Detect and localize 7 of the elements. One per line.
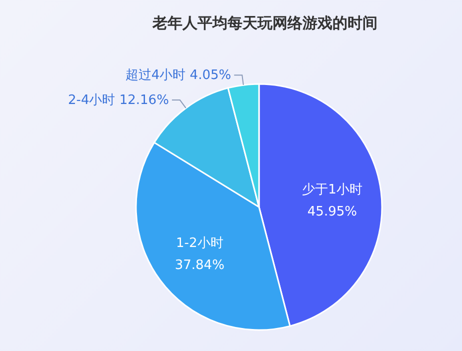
data-label: 37.84%: [174, 258, 224, 273]
slice-label: 1-2小时: [176, 236, 224, 251]
chart-title: 老年人平均每天玩网络游戏的时间: [152, 14, 378, 32]
slice-label: 2-4小时 12.16%: [68, 93, 169, 108]
slice-label: 超过4小时 4.05%: [125, 68, 232, 84]
data-label: 45.95%: [307, 204, 357, 220]
slice-label: 少于1小时: [302, 182, 362, 198]
